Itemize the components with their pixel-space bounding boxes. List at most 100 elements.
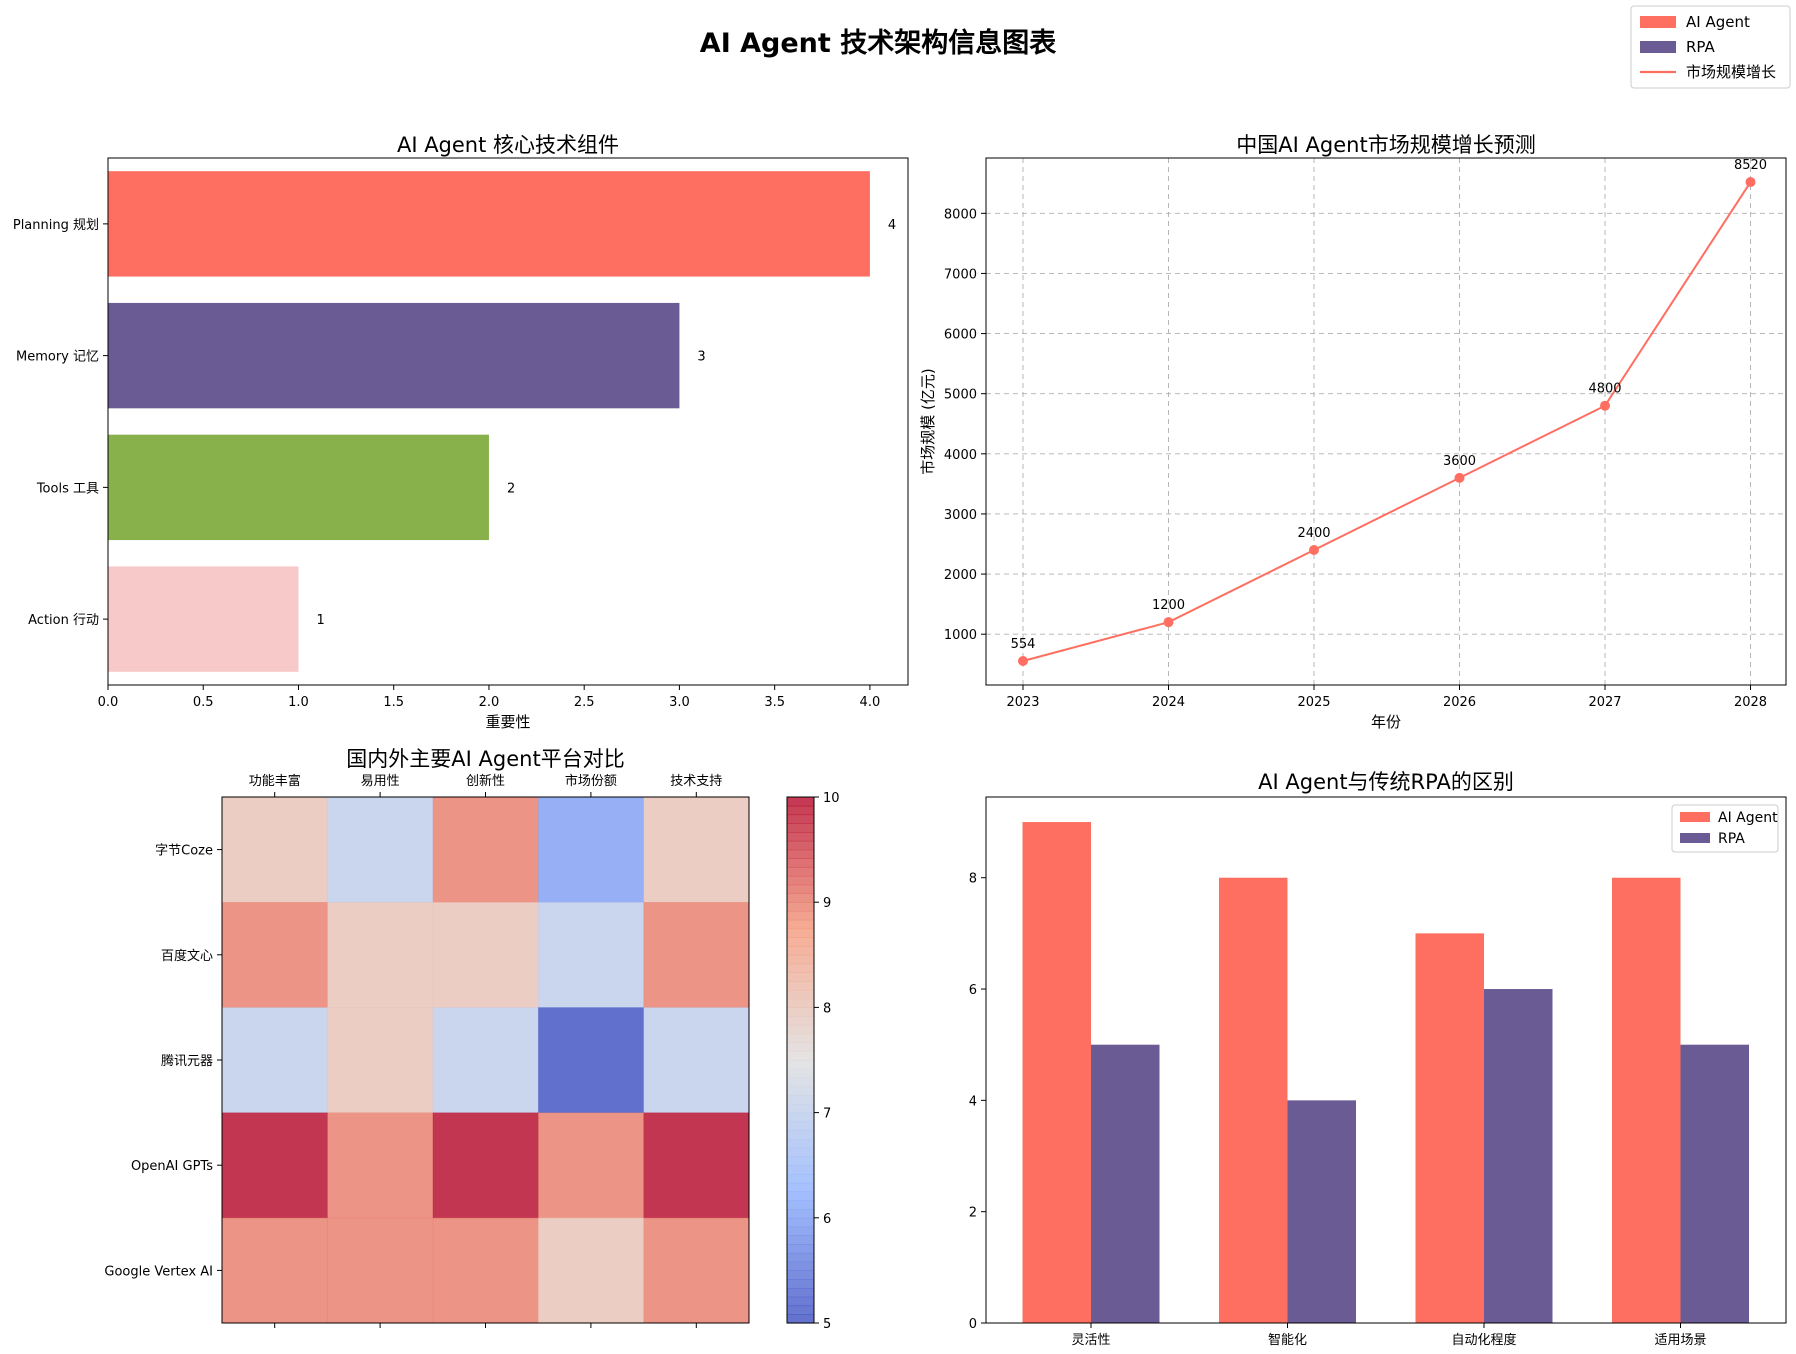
data-point: [1018, 656, 1028, 667]
axes-frame: [985, 157, 1787, 686]
figure-legend: AI Agent RPA 市场规模增长: [1630, 5, 1791, 89]
bar-rpa: [1484, 989, 1553, 1323]
colorbar-segment: [787, 1305, 814, 1315]
data-point-label: 3600: [1443, 454, 1476, 469]
colorbar-segment: [787, 1252, 814, 1263]
heatmap-cell: [538, 1217, 645, 1324]
legend-label: AI Agent: [1718, 810, 1778, 826]
heatmap-cell: [643, 1007, 750, 1114]
data-point: [1600, 400, 1610, 411]
colorbar-tick-label: 10: [823, 791, 840, 806]
heatmap-cell: [327, 1217, 434, 1324]
colorbar-segment: [787, 919, 814, 930]
bar-value-label: 4: [888, 218, 896, 233]
colorbar-segment: [787, 1279, 814, 1289]
heatmap-cell: [432, 1112, 539, 1219]
x-tick-label: 0.5: [193, 695, 214, 710]
heatmap-cell: [222, 1112, 328, 1219]
colorbar-segment: [787, 805, 814, 816]
colorbar-segment: [787, 998, 814, 1008]
colorbar-segment: [787, 1200, 814, 1210]
colorbar-tick-label: 7: [823, 1107, 831, 1122]
heatmap-cell: [222, 1007, 328, 1114]
y-tick-label: 4: [969, 1094, 977, 1109]
colorbar-segment: [787, 797, 814, 807]
data-point: [1745, 177, 1756, 188]
data-point: [1163, 617, 1174, 628]
legend-swatch: [1680, 812, 1710, 822]
bar-ai-agent: [1219, 877, 1288, 1323]
heatmap-cell: [643, 1217, 750, 1324]
data-point-label: 2400: [1297, 526, 1330, 541]
colorbar-tick-label: 9: [823, 896, 831, 911]
heatmap-cell: [432, 902, 539, 1008]
colorbar-segment: [787, 937, 814, 947]
legend-swatch: [1680, 833, 1710, 843]
x-axis-label: 年份: [1371, 713, 1401, 731]
series-line: [1022, 181, 1752, 662]
bar-value-label: 3: [697, 350, 705, 365]
colorbar-segment: [787, 1217, 814, 1228]
x-tick-label: 2.0: [479, 695, 500, 710]
colorbar-segment: [787, 1270, 814, 1280]
colorbar-frame: [786, 796, 815, 1324]
legend-label: RPA: [1718, 831, 1745, 847]
colorbar-segment: [787, 875, 814, 886]
colorbar-segment: [787, 893, 814, 903]
heatmap-cell: [327, 1112, 434, 1219]
y-tick-label: 3000: [944, 508, 977, 523]
heatmap-cell: [327, 1007, 434, 1114]
bar-ai-agent: [1415, 933, 1484, 1323]
heatmap-cell: [327, 902, 434, 1008]
heatmap-cell: [432, 1007, 539, 1114]
colorbar-segment: [787, 972, 814, 982]
y-tick-label: 2000: [944, 568, 977, 583]
x-tick-label: 适用场景: [1654, 1333, 1706, 1348]
y-tick-label: 6: [969, 983, 977, 998]
bar-value-label: 1: [316, 613, 324, 628]
bar: [108, 434, 489, 541]
y-tick-label: 1000: [944, 628, 977, 643]
x-tick-label: 3.0: [669, 695, 690, 710]
colorbar-segment: [787, 989, 814, 1000]
column-label: 功能丰富: [249, 773, 301, 789]
heatmap-cell: [538, 902, 645, 1008]
chart-title: 中国AI Agent市场规模增长预测: [1236, 133, 1535, 157]
x-tick-label: 2024: [1152, 695, 1185, 710]
x-tick-label: 3.5: [764, 695, 785, 710]
colorbar-segment: [787, 1173, 814, 1184]
colorbar-segment: [787, 963, 814, 973]
column-label: 技术支持: [670, 774, 722, 789]
bar-rpa: [1287, 1100, 1356, 1323]
colorbar-segment: [787, 1287, 814, 1298]
axes-frame: [107, 157, 909, 686]
bar: [108, 171, 870, 277]
y-tick-label: Tools 工具: [36, 481, 99, 496]
colorbar-segment: [787, 884, 814, 895]
colorbar-segment: [787, 1077, 814, 1087]
chart-title: AI Agent与传统RPA的区别: [1258, 770, 1514, 794]
x-tick-label: 0.0: [98, 695, 119, 710]
column-label: 市场份额: [565, 773, 617, 789]
colorbar-segment: [787, 1156, 814, 1166]
colorbar-segment: [787, 981, 814, 991]
colorbar-segment: [787, 1314, 814, 1324]
row-label: Google Vertex AI: [104, 1264, 213, 1279]
colorbar-segment: [787, 928, 814, 938]
x-tick-label: 2027: [1588, 695, 1621, 710]
heatmap-cell: [538, 797, 645, 903]
heatmap-cell: [432, 797, 539, 903]
y-tick-label: Action 行动: [28, 613, 99, 628]
bar: [108, 302, 680, 409]
colorbar-segment: [787, 1147, 814, 1158]
x-tick-label: 2028: [1734, 695, 1767, 710]
colorbar-segment: [787, 1138, 814, 1149]
x-tick-label: 1.5: [383, 695, 404, 710]
bar: [108, 566, 299, 672]
heatmap-cell: [643, 902, 750, 1008]
figure-title: AI Agent 技术架构信息图表: [700, 27, 1056, 59]
colorbar-segment: [787, 1165, 814, 1175]
heatmap-cell: [432, 1217, 539, 1324]
